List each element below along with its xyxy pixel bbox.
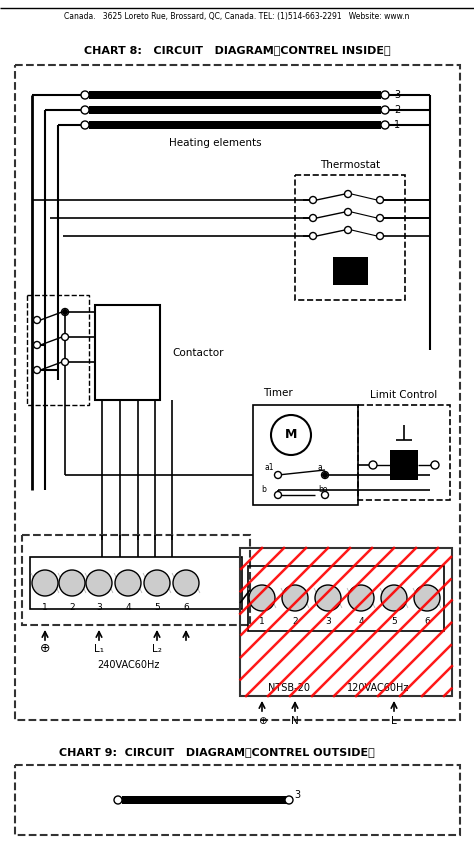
Text: 3: 3 (96, 603, 102, 611)
Circle shape (431, 461, 439, 469)
Text: 3: 3 (294, 790, 300, 800)
Circle shape (381, 121, 389, 129)
Bar (240, 548, 452, 696)
Circle shape (345, 226, 352, 233)
Text: a1: a1 (265, 462, 274, 472)
Bar (295, 175, 405, 300)
Circle shape (310, 215, 317, 221)
Bar (89, 121, 381, 129)
Text: 6: 6 (183, 603, 189, 611)
Circle shape (381, 106, 389, 114)
Circle shape (62, 333, 69, 340)
Bar (122, 796, 287, 804)
Circle shape (59, 570, 85, 596)
Bar (30, 557, 242, 609)
Bar (95, 305, 160, 400)
Text: 120VAC60Hz: 120VAC60Hz (346, 683, 409, 693)
Circle shape (282, 585, 308, 611)
Text: Limit Control: Limit Control (370, 390, 438, 400)
Text: 5: 5 (154, 603, 160, 611)
Circle shape (114, 796, 122, 804)
Circle shape (376, 215, 383, 221)
Circle shape (348, 585, 374, 611)
Circle shape (81, 121, 89, 129)
Text: Timer: Timer (263, 388, 293, 398)
Circle shape (86, 570, 112, 596)
Circle shape (381, 585, 407, 611)
Text: ⊕: ⊕ (40, 642, 50, 656)
Circle shape (310, 232, 317, 239)
Text: 4: 4 (358, 616, 364, 626)
Circle shape (315, 585, 341, 611)
Text: M: M (285, 429, 297, 441)
Text: L: L (391, 716, 397, 726)
Text: a: a (318, 462, 323, 472)
Bar (253, 405, 358, 505)
Bar (248, 566, 444, 631)
Circle shape (274, 492, 282, 498)
Text: 2: 2 (394, 105, 400, 115)
Text: 1: 1 (394, 120, 400, 130)
Text: L₂: L₂ (152, 644, 162, 654)
Text: Canada.   3625 Loreto Rue, Brossard, QC, Canada. TEL: (1)514-663-2291   Website:: Canada. 3625 Loreto Rue, Brossard, QC, C… (64, 12, 410, 20)
Circle shape (62, 308, 69, 316)
Circle shape (62, 309, 68, 315)
Circle shape (322, 472, 328, 478)
Text: 1: 1 (42, 603, 48, 611)
Circle shape (285, 796, 293, 804)
Bar (15, 65, 460, 720)
Circle shape (81, 106, 89, 114)
Text: Heating elements: Heating elements (169, 138, 261, 148)
Circle shape (369, 461, 377, 469)
Bar (89, 91, 381, 99)
Text: 3: 3 (325, 616, 331, 626)
Circle shape (173, 570, 199, 596)
Bar (390, 450, 418, 480)
Circle shape (62, 359, 69, 365)
Bar (333, 257, 368, 285)
Circle shape (321, 472, 328, 478)
Bar (27, 295, 89, 405)
Text: b: b (261, 486, 266, 494)
Bar (22, 535, 250, 625)
Text: Contactor: Contactor (172, 348, 224, 358)
Text: L₁: L₁ (94, 644, 104, 654)
Text: 1: 1 (259, 616, 265, 626)
Text: bo: bo (318, 486, 328, 494)
Circle shape (381, 91, 389, 99)
Text: 240VAC60Hz: 240VAC60Hz (97, 660, 159, 670)
Circle shape (144, 570, 170, 596)
Circle shape (32, 570, 58, 596)
Circle shape (34, 317, 40, 323)
Text: 2: 2 (69, 603, 75, 611)
Text: ⊕: ⊕ (258, 716, 266, 726)
Circle shape (345, 209, 352, 216)
Circle shape (115, 570, 141, 596)
Text: 3: 3 (394, 90, 400, 100)
Circle shape (321, 492, 328, 498)
Bar (89, 106, 381, 114)
Circle shape (414, 585, 440, 611)
Text: Thermostat: Thermostat (320, 160, 380, 170)
Circle shape (310, 196, 317, 204)
Circle shape (271, 415, 311, 455)
Text: CHART 8:   CIRCUIT   DIAGRAM（CONTREL INSIDE）: CHART 8: CIRCUIT DIAGRAM（CONTREL INSIDE） (84, 45, 390, 55)
Text: 5: 5 (391, 616, 397, 626)
Circle shape (34, 342, 40, 349)
Circle shape (34, 366, 40, 374)
Bar (358, 405, 450, 500)
Text: 4: 4 (125, 603, 131, 611)
Text: CHART 9:  CIRCUIT   DIAGRAM（CONTREL OUTSIDE）: CHART 9: CIRCUIT DIAGRAM（CONTREL OUTSIDE… (59, 747, 375, 757)
Text: 6: 6 (424, 616, 430, 626)
Text: 2: 2 (292, 616, 298, 626)
Circle shape (81, 91, 89, 99)
Text: N: N (291, 716, 299, 726)
Circle shape (376, 232, 383, 239)
Circle shape (274, 472, 282, 478)
Bar (15, 765, 460, 835)
Circle shape (345, 190, 352, 198)
Text: NTSB-20: NTSB-20 (268, 683, 310, 693)
Circle shape (249, 585, 275, 611)
Circle shape (376, 196, 383, 204)
